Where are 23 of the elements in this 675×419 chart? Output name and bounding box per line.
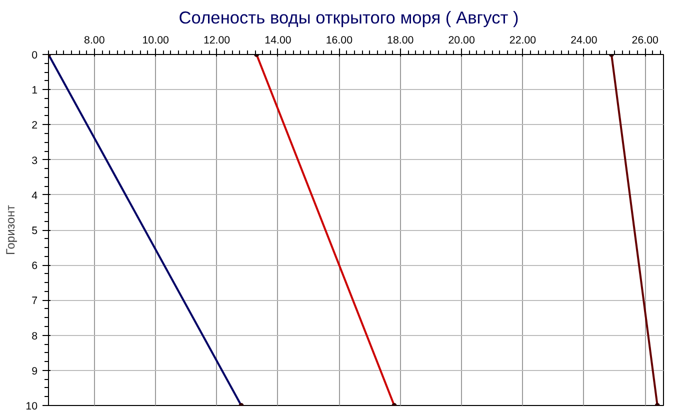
y-tick-label: 9 <box>32 365 38 378</box>
y-axis-title: Горизонт <box>4 204 18 255</box>
y-tick-label: 1 <box>32 84 38 97</box>
y-tick-label: 8 <box>32 330 38 342</box>
x-tick-label: 18.00 <box>387 34 414 46</box>
y-tick-label: 0 <box>32 50 38 62</box>
x-tick-label: 12.00 <box>203 34 230 46</box>
y-tick-label: 6 <box>32 260 38 272</box>
x-tick-label: 22.00 <box>509 34 536 46</box>
x-tick-label: 14.00 <box>264 34 292 46</box>
y-tick-label: 2 <box>32 120 38 132</box>
x-tick-label: 26.00 <box>632 34 659 46</box>
x-tick-label: 24.00 <box>570 34 598 46</box>
y-tick-label: 5 <box>32 225 38 237</box>
x-tick-label: 10.00 <box>142 34 169 46</box>
y-tick-label: 7 <box>32 295 38 308</box>
y-tick-label: 10 <box>26 400 38 412</box>
chart-title: Соленость воды открытого моря ( Август ) <box>178 8 519 28</box>
x-tick-label: 8.00 <box>84 34 105 46</box>
y-tick-label: 4 <box>32 190 38 202</box>
x-tick-label: 16.00 <box>326 34 353 46</box>
y-tick-label: 3 <box>32 154 38 167</box>
x-tick-label: 20.00 <box>448 34 475 46</box>
